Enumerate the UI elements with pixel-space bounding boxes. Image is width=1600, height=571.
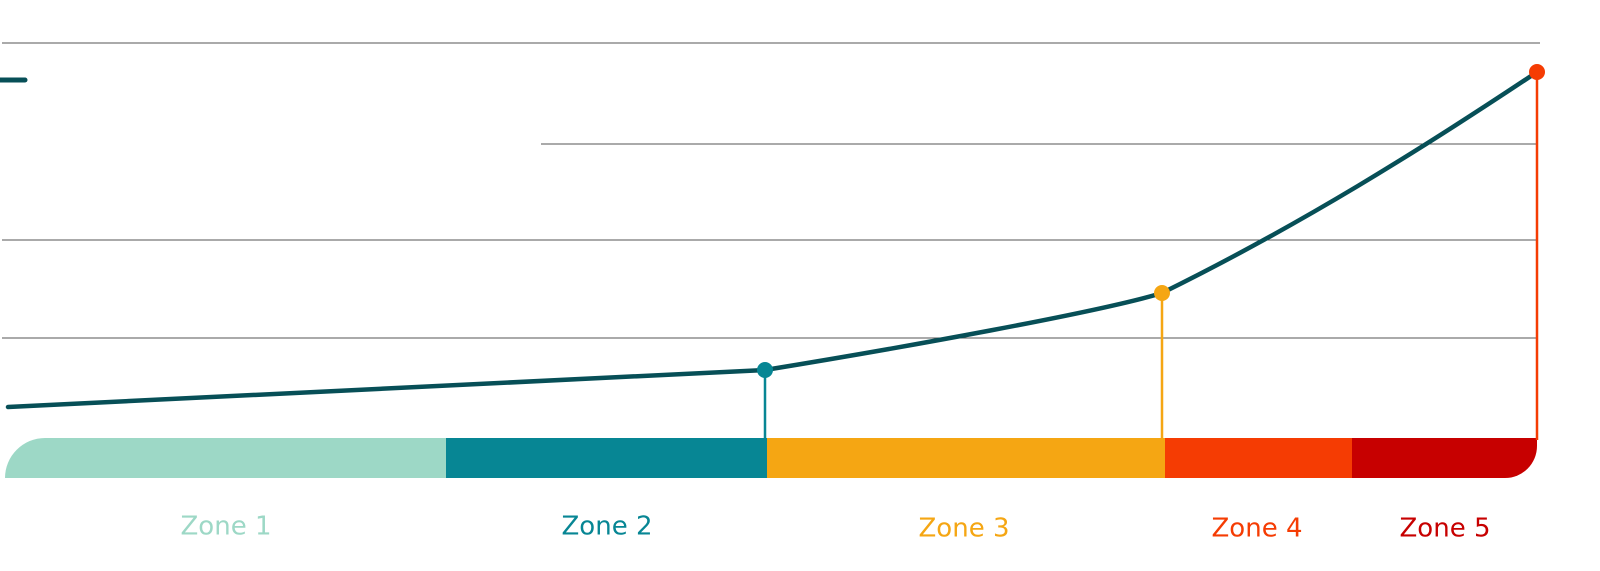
zone-1-band xyxy=(5,438,446,478)
marker xyxy=(1529,64,1545,80)
zone-5-band xyxy=(1352,438,1537,478)
marker xyxy=(1154,285,1170,301)
zone-label: Zone 5 xyxy=(1400,514,1491,544)
zone-3-band xyxy=(767,438,1165,478)
zone-2-band xyxy=(446,438,767,478)
zone-label: Zone 2 xyxy=(562,512,653,542)
zone-label: Zone 1 xyxy=(181,512,272,542)
zone-4-band xyxy=(1165,438,1352,478)
zone-label: Zone 4 xyxy=(1212,514,1303,544)
zone-label: Zone 3 xyxy=(919,514,1010,544)
marker xyxy=(757,362,773,378)
